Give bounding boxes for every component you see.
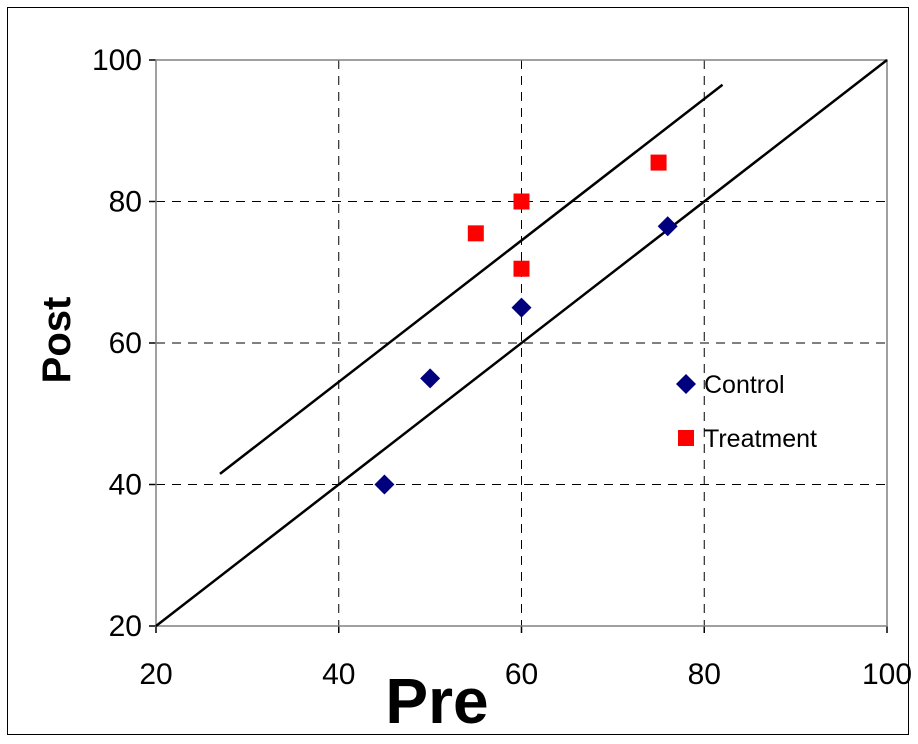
y-tick-labels: 20 40 60 80 100 xyxy=(92,44,142,643)
control-point xyxy=(374,474,395,495)
y-tick-label: 60 xyxy=(109,327,142,360)
treatment-point xyxy=(513,260,530,277)
control-point xyxy=(511,297,532,318)
x-tick-label: 100 xyxy=(862,658,912,691)
legend: Control Treatment xyxy=(676,371,817,453)
reference-line xyxy=(155,59,888,627)
control-point xyxy=(657,216,678,237)
chart-frame xyxy=(7,7,909,735)
y-tick-label: 100 xyxy=(92,44,142,77)
reference-lines xyxy=(155,59,888,627)
plot-area xyxy=(155,59,888,627)
y-tick-label: 20 xyxy=(109,610,142,643)
x-tick-label: 80 xyxy=(688,658,721,691)
treatment-point xyxy=(650,154,667,171)
x-axis-title: Pre xyxy=(385,665,488,737)
points-layer xyxy=(374,154,678,495)
treatment-point xyxy=(513,193,530,210)
x-tick-label: 20 xyxy=(139,658,172,691)
y-axis-title: Post xyxy=(35,297,79,384)
treatment-legend-marker xyxy=(678,430,694,446)
reference-line xyxy=(219,83,724,475)
control-legend-marker xyxy=(676,374,696,394)
x-tick-label: 40 xyxy=(322,658,355,691)
y-tick-label: 40 xyxy=(109,469,142,502)
treatment-point xyxy=(467,225,484,242)
control-point xyxy=(420,368,441,389)
x-tick-label: 60 xyxy=(505,658,538,691)
legend-label: Treatment xyxy=(704,425,817,453)
y-tick-label: 80 xyxy=(109,186,142,219)
legend-label: Control xyxy=(704,371,785,399)
x-tick-labels: 20 40 60 80 100 xyxy=(139,658,912,691)
grid-layer xyxy=(149,59,888,633)
